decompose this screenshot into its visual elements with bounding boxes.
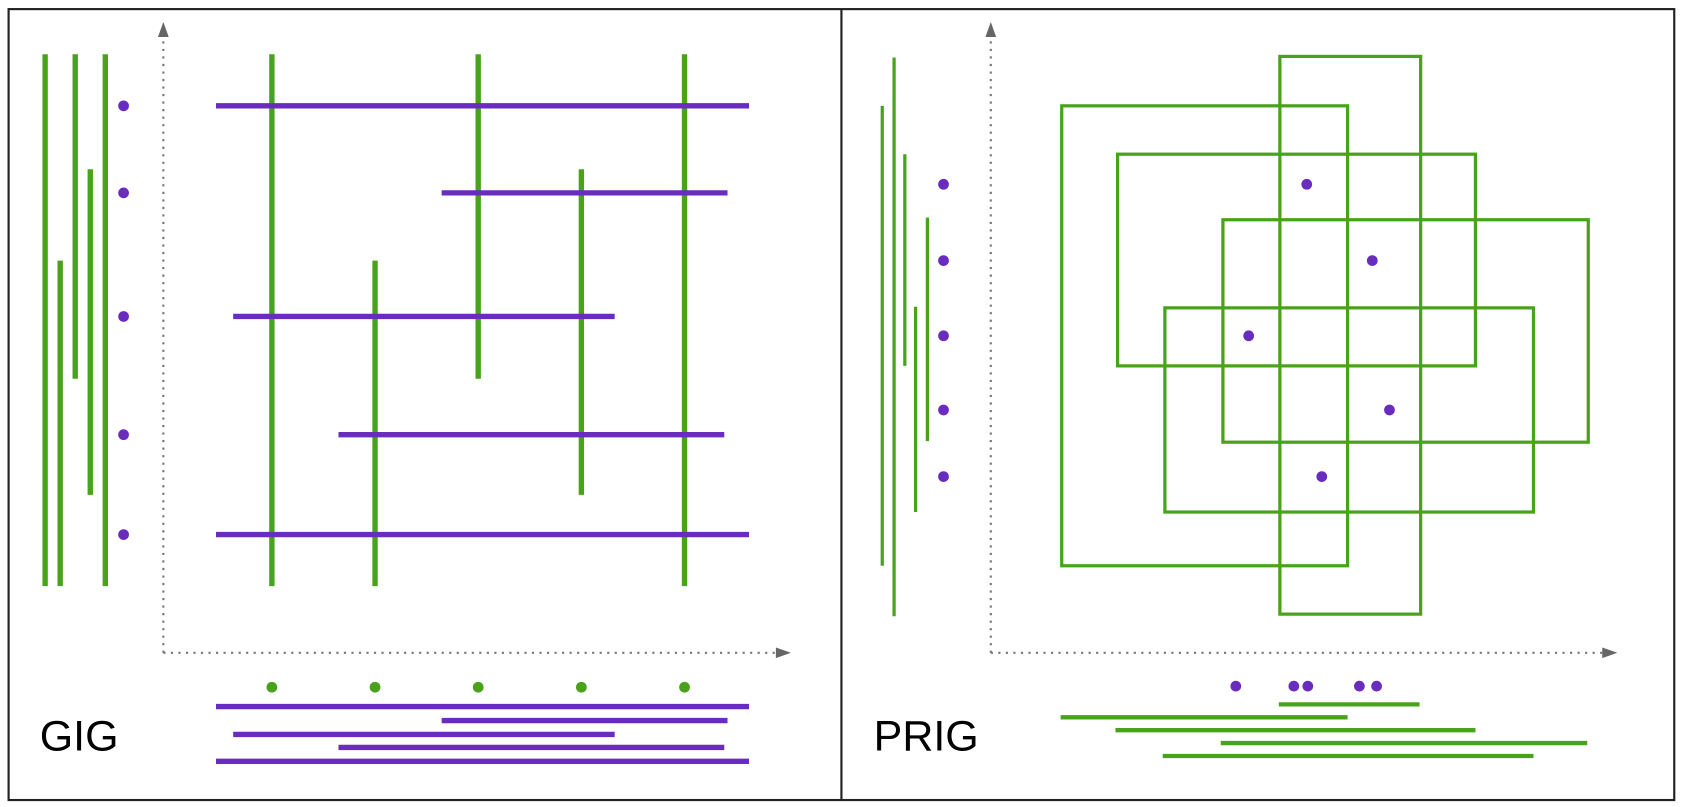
panel-label: PRIG [874,713,979,761]
panel-label: GIG [40,713,119,761]
bottom-lines [215,703,750,765]
prig-panel: PRIG [874,22,1618,761]
bottom-dots [266,681,690,693]
dots [118,100,129,540]
points [1243,178,1395,482]
projection-lines [42,54,108,587]
projection-lines [880,57,930,617]
gig-panel: GIG [40,22,791,765]
rectangles [1060,54,1590,616]
dots [938,178,949,482]
axes [985,22,1618,659]
bottom-lines [1060,702,1588,759]
bottom-dots [1230,680,1382,692]
axes [157,22,791,659]
vertical-intervals [269,54,688,587]
horizontal-intervals [215,103,750,538]
